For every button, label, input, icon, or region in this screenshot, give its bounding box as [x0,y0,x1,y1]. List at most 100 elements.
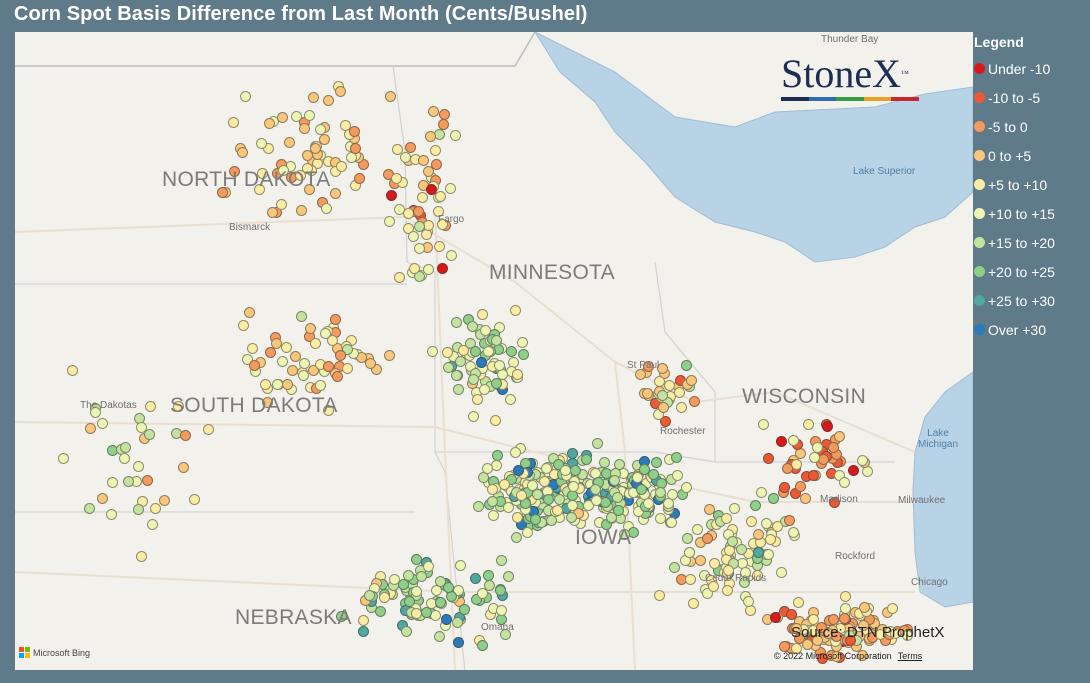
basis-location-dot[interactable] [478,384,490,396]
basis-location-dot[interactable] [522,526,534,538]
basis-location-dot[interactable] [477,587,489,599]
basis-location-dot[interactable] [708,558,720,570]
basis-location-dot[interactable] [532,488,544,500]
basis-location-dot[interactable] [470,593,482,605]
basis-location-dot[interactable] [598,457,610,469]
basis-location-dot[interactable] [489,415,501,427]
basis-location-dot[interactable] [404,596,416,608]
basis-location-dot[interactable] [553,459,565,471]
basis-location-dot[interactable] [504,394,516,405]
basis-location-dot[interactable] [322,404,334,416]
basis-location-dot[interactable] [752,569,764,581]
basis-location-dot[interactable] [486,483,498,495]
map-canvas[interactable]: NORTH DAKOTA MINNESOTA SOUTH DAKOTA WISC… [15,32,973,670]
basis-location-dot[interactable] [454,559,466,571]
basis-location-dot[interactable] [427,345,439,357]
basis-location-dot[interactable] [466,320,478,332]
basis-location-dot[interactable] [638,464,650,476]
basis-location-dot[interactable] [342,363,354,375]
basis-location-dot[interactable] [701,588,713,600]
basis-location-dot[interactable] [385,90,397,102]
basis-location-dot[interactable] [66,364,78,376]
basis-location-dot[interactable] [772,520,784,532]
basis-location-dot[interactable] [567,480,579,492]
basis-location-dot[interactable] [428,106,440,118]
basis-location-dot[interactable] [348,126,360,138]
basis-location-dot[interactable] [901,629,913,641]
basis-location-dot[interactable] [657,401,669,413]
basis-location-dot[interactable] [799,493,811,505]
basis-location-dot[interactable] [642,497,654,509]
basis-location-dot[interactable] [510,447,522,459]
basis-location-dot[interactable] [745,515,757,527]
basis-location-dot[interactable] [133,461,145,473]
basis-location-dot[interactable] [342,343,354,355]
basis-location-dot[interactable] [807,613,819,625]
basis-location-dot[interactable] [357,625,369,637]
basis-location-dot[interactable] [511,511,523,523]
basis-location-dot[interactable] [385,189,397,201]
basis-location-dot[interactable] [839,612,851,624]
basis-location-dot[interactable] [399,151,411,163]
basis-location-dot[interactable] [320,202,332,214]
basis-location-dot[interactable] [408,231,420,243]
basis-location-dot[interactable] [787,435,799,447]
basis-location-dot[interactable] [90,406,102,418]
basis-location-dot[interactable] [405,141,417,153]
basis-location-dot[interactable] [202,424,214,436]
basis-location-dot[interactable] [858,601,870,613]
basis-location-dot[interactable] [675,402,687,414]
basis-location-dot[interactable] [513,465,525,477]
basis-location-dot[interactable] [309,338,321,350]
basis-location-dot[interactable] [770,612,782,624]
basis-location-dot[interactable] [817,652,829,664]
basis-location-dot[interactable] [542,494,554,506]
basis-location-dot[interactable] [403,569,415,581]
basis-location-dot[interactable] [189,494,201,506]
basis-location-dot[interactable] [802,419,814,431]
basis-location-dot[interactable] [329,166,341,178]
basis-location-dot[interactable] [643,361,655,373]
basis-location-dot[interactable] [530,513,542,525]
basis-location-dot[interactable] [830,651,842,663]
basis-location-dot[interactable] [254,183,266,195]
basis-location-dot[interactable] [490,377,502,389]
basis-location-dot[interactable] [502,501,514,513]
basis-location-dot[interactable] [671,452,683,464]
basis-location-dot[interactable] [442,361,454,373]
basis-location-dot[interactable] [517,348,529,360]
basis-location-dot[interactable] [434,191,446,203]
basis-location-dot[interactable] [264,346,276,358]
basis-location-dot[interactable] [330,187,342,199]
terms-link[interactable]: Terms [897,651,923,661]
basis-location-dot[interactable] [848,465,860,477]
basis-location-dot[interactable] [791,623,803,635]
basis-location-dot[interactable] [437,119,449,131]
basis-location-dot[interactable] [436,263,448,275]
basis-location-dot[interactable] [702,533,714,545]
basis-location-dot[interactable] [434,241,446,253]
basis-location-dot[interactable] [581,454,593,466]
basis-location-dot[interactable] [551,504,563,516]
basis-location-dot[interactable] [671,470,683,482]
basis-location-dot[interactable] [263,118,275,130]
basis-location-dot[interactable] [496,604,508,616]
basis-location-dot[interactable] [308,365,320,377]
basis-location-dot[interactable] [755,487,767,499]
basis-location-dot[interactable] [467,410,479,422]
basis-location-dot[interactable] [304,110,316,122]
basis-location-dot[interactable] [757,418,769,430]
basis-location-dot[interactable] [217,186,229,198]
basis-location-dot[interactable] [487,495,499,507]
basis-location-dot[interactable] [248,360,260,372]
basis-location-dot[interactable] [657,363,669,374]
basis-location-dot[interactable] [257,167,269,179]
basis-location-dot[interactable] [329,314,341,326]
basis-location-dot[interactable] [483,345,495,357]
basis-location-dot[interactable] [812,635,824,647]
basis-location-dot[interactable] [776,566,788,578]
basis-location-dot[interactable] [267,206,279,218]
basis-location-dot[interactable] [445,249,457,261]
basis-location-dot[interactable] [334,350,346,362]
basis-location-dot[interactable] [681,481,693,493]
